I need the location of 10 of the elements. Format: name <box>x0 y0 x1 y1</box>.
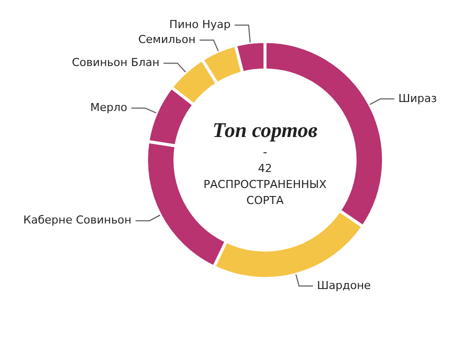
text: - <box>262 145 268 159</box>
slice-label: Шираз <box>398 92 437 105</box>
slice-label: Пино Нуар <box>169 18 231 31</box>
text: 42 РАСПРОСТРАНЕННЫХ СОРТА <box>202 161 328 209</box>
slice-label: Совиньон Блан <box>72 56 160 70</box>
slice-label: Мерло <box>90 101 128 114</box>
slice-label: Шардоне <box>317 278 372 292</box>
slice-label: Семильон <box>138 32 196 46</box>
slice-label: Каберне Совиньон <box>23 214 132 227</box>
text: Топ сортов <box>212 118 318 143</box>
